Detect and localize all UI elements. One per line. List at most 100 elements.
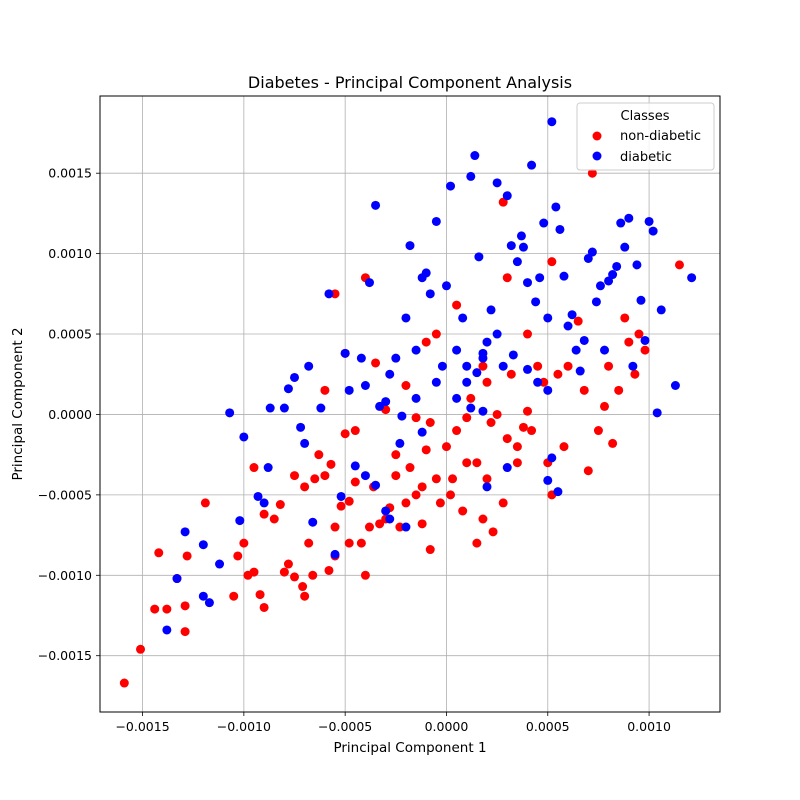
point-diabetic — [567, 310, 577, 320]
point-non-diabetic — [533, 361, 543, 371]
point-diabetic — [533, 377, 543, 387]
legend-label-non-diabetic: non-diabetic — [620, 129, 701, 144]
point-non-diabetic — [458, 506, 468, 516]
point-diabetic — [516, 231, 526, 241]
point-non-diabetic — [527, 426, 537, 436]
point-diabetic — [462, 361, 472, 371]
point-diabetic — [531, 297, 541, 307]
point-non-diabetic — [563, 361, 573, 371]
point-diabetic — [523, 364, 533, 374]
point-diabetic — [162, 625, 172, 635]
point-diabetic — [478, 406, 488, 416]
point-non-diabetic — [320, 471, 330, 481]
point-diabetic — [591, 297, 601, 307]
y-tick-label: 0.0010 — [48, 246, 92, 261]
point-diabetic — [527, 160, 537, 170]
point-diabetic — [600, 345, 610, 355]
point-non-diabetic — [320, 385, 330, 395]
point-diabetic — [417, 427, 427, 437]
point-non-diabetic — [425, 417, 435, 427]
point-diabetic — [198, 540, 208, 550]
data-points — [119, 117, 697, 688]
point-non-diabetic — [640, 345, 650, 355]
point-non-diabetic — [308, 570, 318, 580]
point-diabetic — [397, 411, 407, 421]
chart-title: Diabetes - Principal Component Analysis — [248, 73, 572, 92]
y-tick-label: 0.0005 — [48, 327, 92, 342]
point-diabetic — [482, 337, 492, 347]
point-non-diabetic — [486, 417, 496, 427]
point-non-diabetic — [249, 567, 259, 577]
point-non-diabetic — [431, 329, 441, 339]
y-tick-label: 0.0000 — [48, 407, 92, 422]
point-diabetic — [632, 260, 642, 270]
point-diabetic — [204, 598, 214, 608]
point-diabetic — [431, 216, 441, 226]
point-diabetic — [336, 491, 346, 501]
point-diabetic — [371, 480, 381, 490]
point-non-diabetic — [425, 545, 435, 555]
point-non-diabetic — [604, 361, 614, 371]
point-non-diabetic — [600, 401, 610, 411]
point-diabetic — [253, 491, 263, 501]
point-diabetic — [375, 401, 385, 411]
plot-frame — [99, 95, 721, 713]
point-diabetic — [172, 574, 182, 584]
point-non-diabetic — [391, 471, 401, 481]
point-non-diabetic — [314, 450, 324, 460]
point-diabetic — [371, 200, 381, 210]
point-diabetic — [474, 252, 484, 262]
point-non-diabetic — [435, 498, 445, 508]
point-diabetic — [478, 348, 488, 358]
point-diabetic — [656, 305, 666, 315]
point-diabetic — [215, 559, 225, 569]
x-tick-label: −0.0010 — [217, 719, 271, 734]
point-diabetic — [198, 591, 208, 601]
point-non-diabetic — [154, 548, 164, 558]
y-tick-label: −0.0005 — [38, 487, 92, 502]
point-non-diabetic — [559, 442, 569, 452]
point-non-diabetic — [405, 463, 415, 473]
point-non-diabetic — [624, 337, 634, 347]
point-non-diabetic — [583, 466, 593, 476]
point-non-diabetic — [310, 474, 320, 484]
point-non-diabetic — [462, 413, 472, 423]
point-diabetic — [308, 517, 318, 527]
point-diabetic — [340, 348, 350, 358]
x-tick-label: −0.0015 — [115, 719, 169, 734]
point-non-diabetic — [417, 519, 427, 529]
point-diabetic — [296, 422, 306, 432]
point-non-diabetic — [674, 260, 684, 270]
point-diabetic — [300, 438, 310, 448]
x-axis-title: Principal Component 1 — [333, 740, 486, 756]
point-diabetic — [259, 498, 269, 508]
point-diabetic — [364, 278, 374, 288]
point-diabetic — [502, 191, 512, 201]
point-diabetic — [239, 432, 249, 442]
point-diabetic — [608, 270, 618, 280]
point-non-diabetic — [300, 591, 310, 601]
point-diabetic — [263, 463, 273, 473]
point-diabetic — [401, 522, 411, 532]
point-non-diabetic — [441, 442, 451, 452]
point-non-diabetic — [182, 551, 192, 561]
point-diabetic — [587, 247, 597, 257]
legend-label-diabetic: diabetic — [620, 150, 672, 165]
point-diabetic — [620, 242, 630, 252]
point-diabetic — [616, 218, 626, 228]
point-non-diabetic — [371, 358, 381, 368]
point-non-diabetic — [417, 482, 427, 492]
point-diabetic — [624, 213, 634, 223]
point-diabetic — [344, 385, 354, 395]
point-non-diabetic — [200, 498, 210, 508]
point-diabetic — [551, 202, 561, 212]
point-diabetic — [411, 345, 421, 355]
point-non-diabetic — [452, 300, 462, 310]
x-tick-label: 0.0005 — [526, 719, 570, 734]
point-diabetic — [330, 549, 340, 559]
legend-box — [576, 102, 715, 171]
point-non-diabetic — [478, 514, 488, 524]
point-diabetic — [518, 242, 528, 252]
point-diabetic — [595, 281, 605, 291]
point-non-diabetic — [304, 538, 314, 548]
